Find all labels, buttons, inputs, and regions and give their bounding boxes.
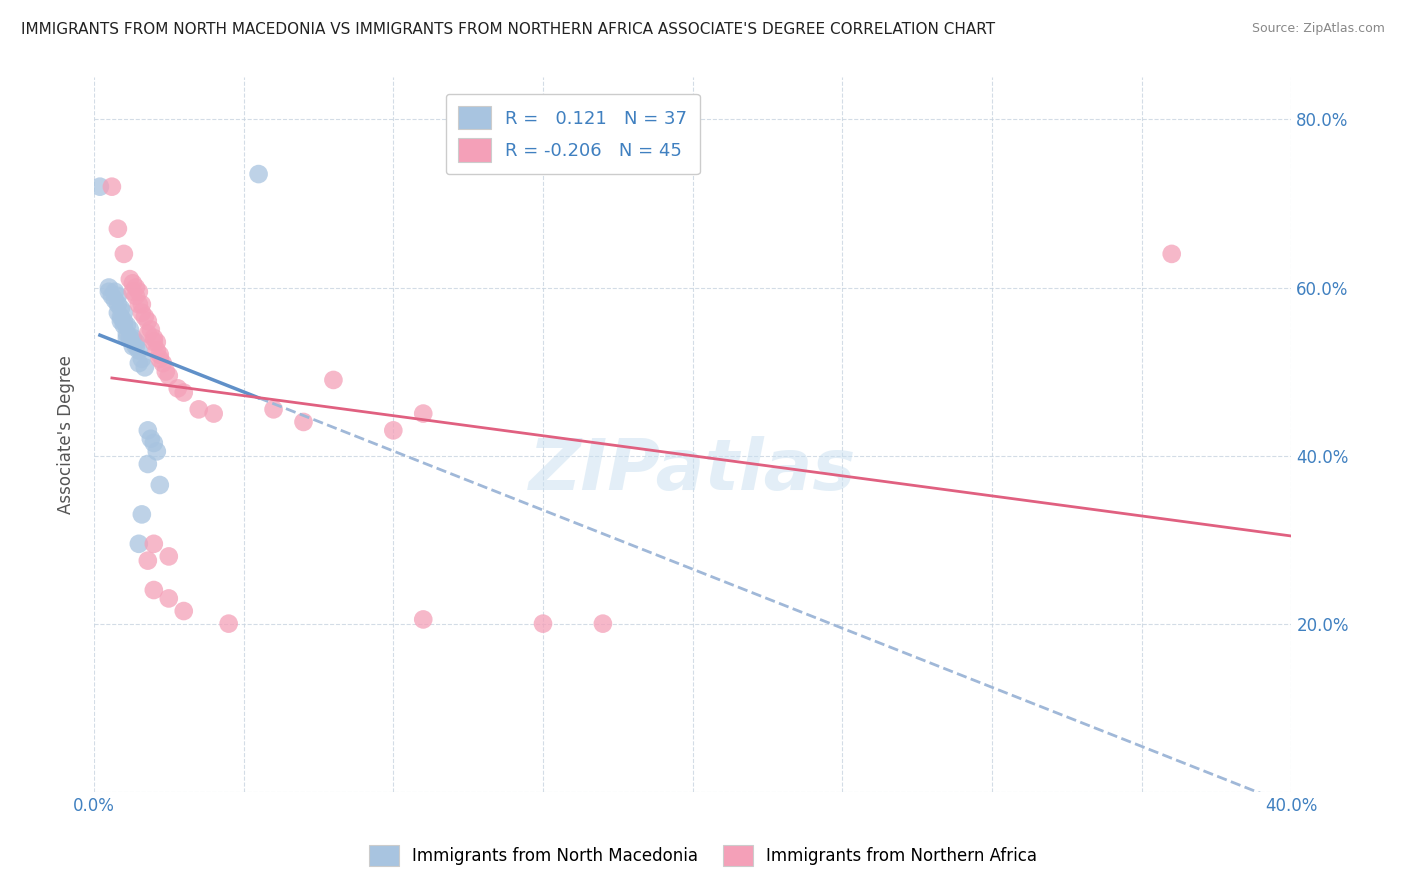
Point bbox=[125, 339, 148, 353]
Point bbox=[115, 331, 138, 345]
Point bbox=[112, 318, 135, 333]
Point bbox=[136, 314, 159, 328]
Point bbox=[128, 285, 150, 299]
Text: Source: ZipAtlas.com: Source: ZipAtlas.com bbox=[1251, 22, 1385, 36]
Point bbox=[112, 314, 135, 328]
Point bbox=[107, 221, 129, 235]
Point bbox=[118, 322, 141, 336]
Point bbox=[101, 179, 124, 194]
Point bbox=[101, 289, 124, 303]
Point bbox=[115, 318, 138, 333]
Point bbox=[152, 356, 174, 370]
Point bbox=[218, 616, 240, 631]
Point bbox=[173, 604, 195, 618]
Point bbox=[263, 402, 285, 417]
Point bbox=[592, 616, 614, 631]
Point bbox=[149, 348, 172, 362]
Point bbox=[131, 306, 153, 320]
Point bbox=[125, 289, 148, 303]
Point bbox=[136, 457, 159, 471]
Point bbox=[112, 247, 135, 261]
Point bbox=[110, 314, 132, 328]
Point bbox=[202, 407, 225, 421]
Point bbox=[157, 591, 180, 606]
Y-axis label: Associate's Degree: Associate's Degree bbox=[58, 355, 75, 514]
Point bbox=[131, 508, 153, 522]
Point bbox=[173, 385, 195, 400]
Point bbox=[128, 297, 150, 311]
Point bbox=[136, 553, 159, 567]
Point bbox=[107, 289, 129, 303]
Point bbox=[412, 612, 434, 626]
Point bbox=[121, 285, 143, 299]
Point bbox=[121, 339, 143, 353]
Point bbox=[142, 537, 165, 551]
Point bbox=[142, 582, 165, 597]
Point bbox=[292, 415, 315, 429]
Point bbox=[128, 537, 150, 551]
Point bbox=[166, 381, 188, 395]
Point bbox=[131, 351, 153, 366]
Text: ZIPatlas: ZIPatlas bbox=[529, 436, 856, 505]
Point bbox=[112, 306, 135, 320]
Point bbox=[187, 402, 209, 417]
Point bbox=[104, 285, 127, 299]
Point bbox=[247, 167, 270, 181]
Point bbox=[1160, 247, 1182, 261]
Point bbox=[157, 549, 180, 564]
Point bbox=[121, 277, 143, 291]
Point bbox=[142, 331, 165, 345]
Point bbox=[412, 407, 434, 421]
Point bbox=[134, 310, 156, 324]
Point bbox=[146, 444, 169, 458]
Text: IMMIGRANTS FROM NORTH MACEDONIA VS IMMIGRANTS FROM NORTHERN AFRICA ASSOCIATE'S D: IMMIGRANTS FROM NORTH MACEDONIA VS IMMIG… bbox=[21, 22, 995, 37]
Point bbox=[136, 326, 159, 341]
Point bbox=[139, 432, 162, 446]
Point bbox=[107, 306, 129, 320]
Point bbox=[136, 423, 159, 437]
Point bbox=[142, 335, 165, 350]
Point bbox=[531, 616, 554, 631]
Point bbox=[146, 343, 169, 358]
Point bbox=[146, 335, 169, 350]
Point bbox=[89, 179, 111, 194]
Point bbox=[134, 360, 156, 375]
Point bbox=[110, 301, 132, 316]
Point bbox=[125, 335, 148, 350]
Point bbox=[97, 285, 120, 299]
Point bbox=[128, 343, 150, 358]
Point bbox=[155, 365, 177, 379]
Point bbox=[322, 373, 344, 387]
Point bbox=[118, 272, 141, 286]
Point bbox=[128, 356, 150, 370]
Point bbox=[157, 368, 180, 383]
Point bbox=[142, 436, 165, 450]
Point bbox=[149, 478, 172, 492]
Point bbox=[118, 331, 141, 345]
Point bbox=[97, 280, 120, 294]
Point bbox=[110, 310, 132, 324]
Point bbox=[104, 293, 127, 307]
Legend: Immigrants from North Macedonia, Immigrants from Northern Africa: Immigrants from North Macedonia, Immigra… bbox=[360, 837, 1046, 875]
Point bbox=[121, 331, 143, 345]
Point bbox=[149, 351, 172, 366]
Point bbox=[125, 280, 148, 294]
Point bbox=[107, 297, 129, 311]
Legend: R =   0.121   N = 37, R = -0.206   N = 45: R = 0.121 N = 37, R = -0.206 N = 45 bbox=[446, 94, 700, 174]
Point bbox=[131, 297, 153, 311]
Point bbox=[115, 326, 138, 341]
Point bbox=[382, 423, 405, 437]
Point bbox=[139, 322, 162, 336]
